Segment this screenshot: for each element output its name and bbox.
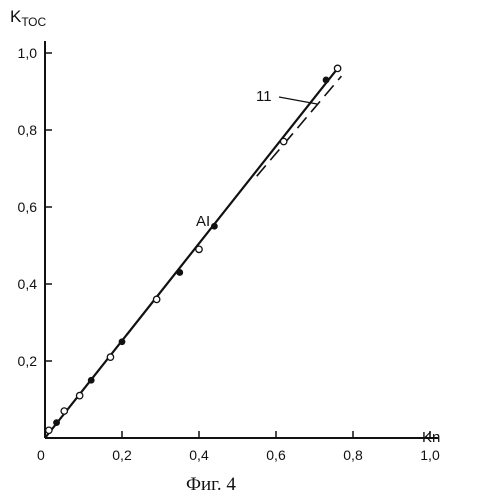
data-point-filled	[88, 377, 95, 384]
y-axis-label-main: K	[10, 7, 22, 26]
y-tick-label: 0,8	[18, 122, 38, 138]
x-tick-label: 0,2	[112, 447, 132, 463]
data-point-open	[46, 427, 52, 433]
y-tick-label: 0,4	[18, 276, 38, 292]
annotation-ai: AI	[196, 213, 210, 230]
y-tick-label: 0,6	[18, 199, 38, 215]
axes	[45, 41, 438, 438]
data-point-open	[334, 65, 340, 71]
data-point-filled	[211, 223, 218, 230]
y-tick-label: 1,0	[18, 45, 38, 61]
y-axis-label-sub: ТОС	[21, 15, 46, 29]
tick-layer: 0 0,2 0,4 0,6 0,8 1,0 0,2 0,4 0,6 0,8 1,0	[18, 45, 440, 463]
data-point-filled	[176, 269, 183, 276]
data-point-open	[61, 408, 67, 414]
y-tick-label: 0,2	[18, 353, 38, 369]
figure-caption: Фиг. 4	[186, 474, 236, 495]
data-point-filled	[119, 338, 126, 345]
data-point-open	[107, 354, 113, 360]
data-point-open	[153, 296, 159, 302]
y-axis-label: KТОС	[10, 7, 46, 29]
data-point-open	[196, 246, 202, 252]
data-point-filled	[323, 77, 330, 84]
x-axis-label: Kn	[422, 429, 440, 446]
annotation-11: 11	[256, 88, 272, 105]
x-tick-label: 1,0	[420, 447, 440, 463]
x-tick-label: 0,8	[343, 447, 363, 463]
data-point-open	[76, 392, 82, 398]
x-tick-label: 0	[37, 447, 45, 463]
x-tick-label: 0,4	[189, 447, 209, 463]
data-point-filled	[53, 419, 60, 426]
x-tick-label: 0,6	[266, 447, 286, 463]
data-point-open	[281, 138, 287, 144]
